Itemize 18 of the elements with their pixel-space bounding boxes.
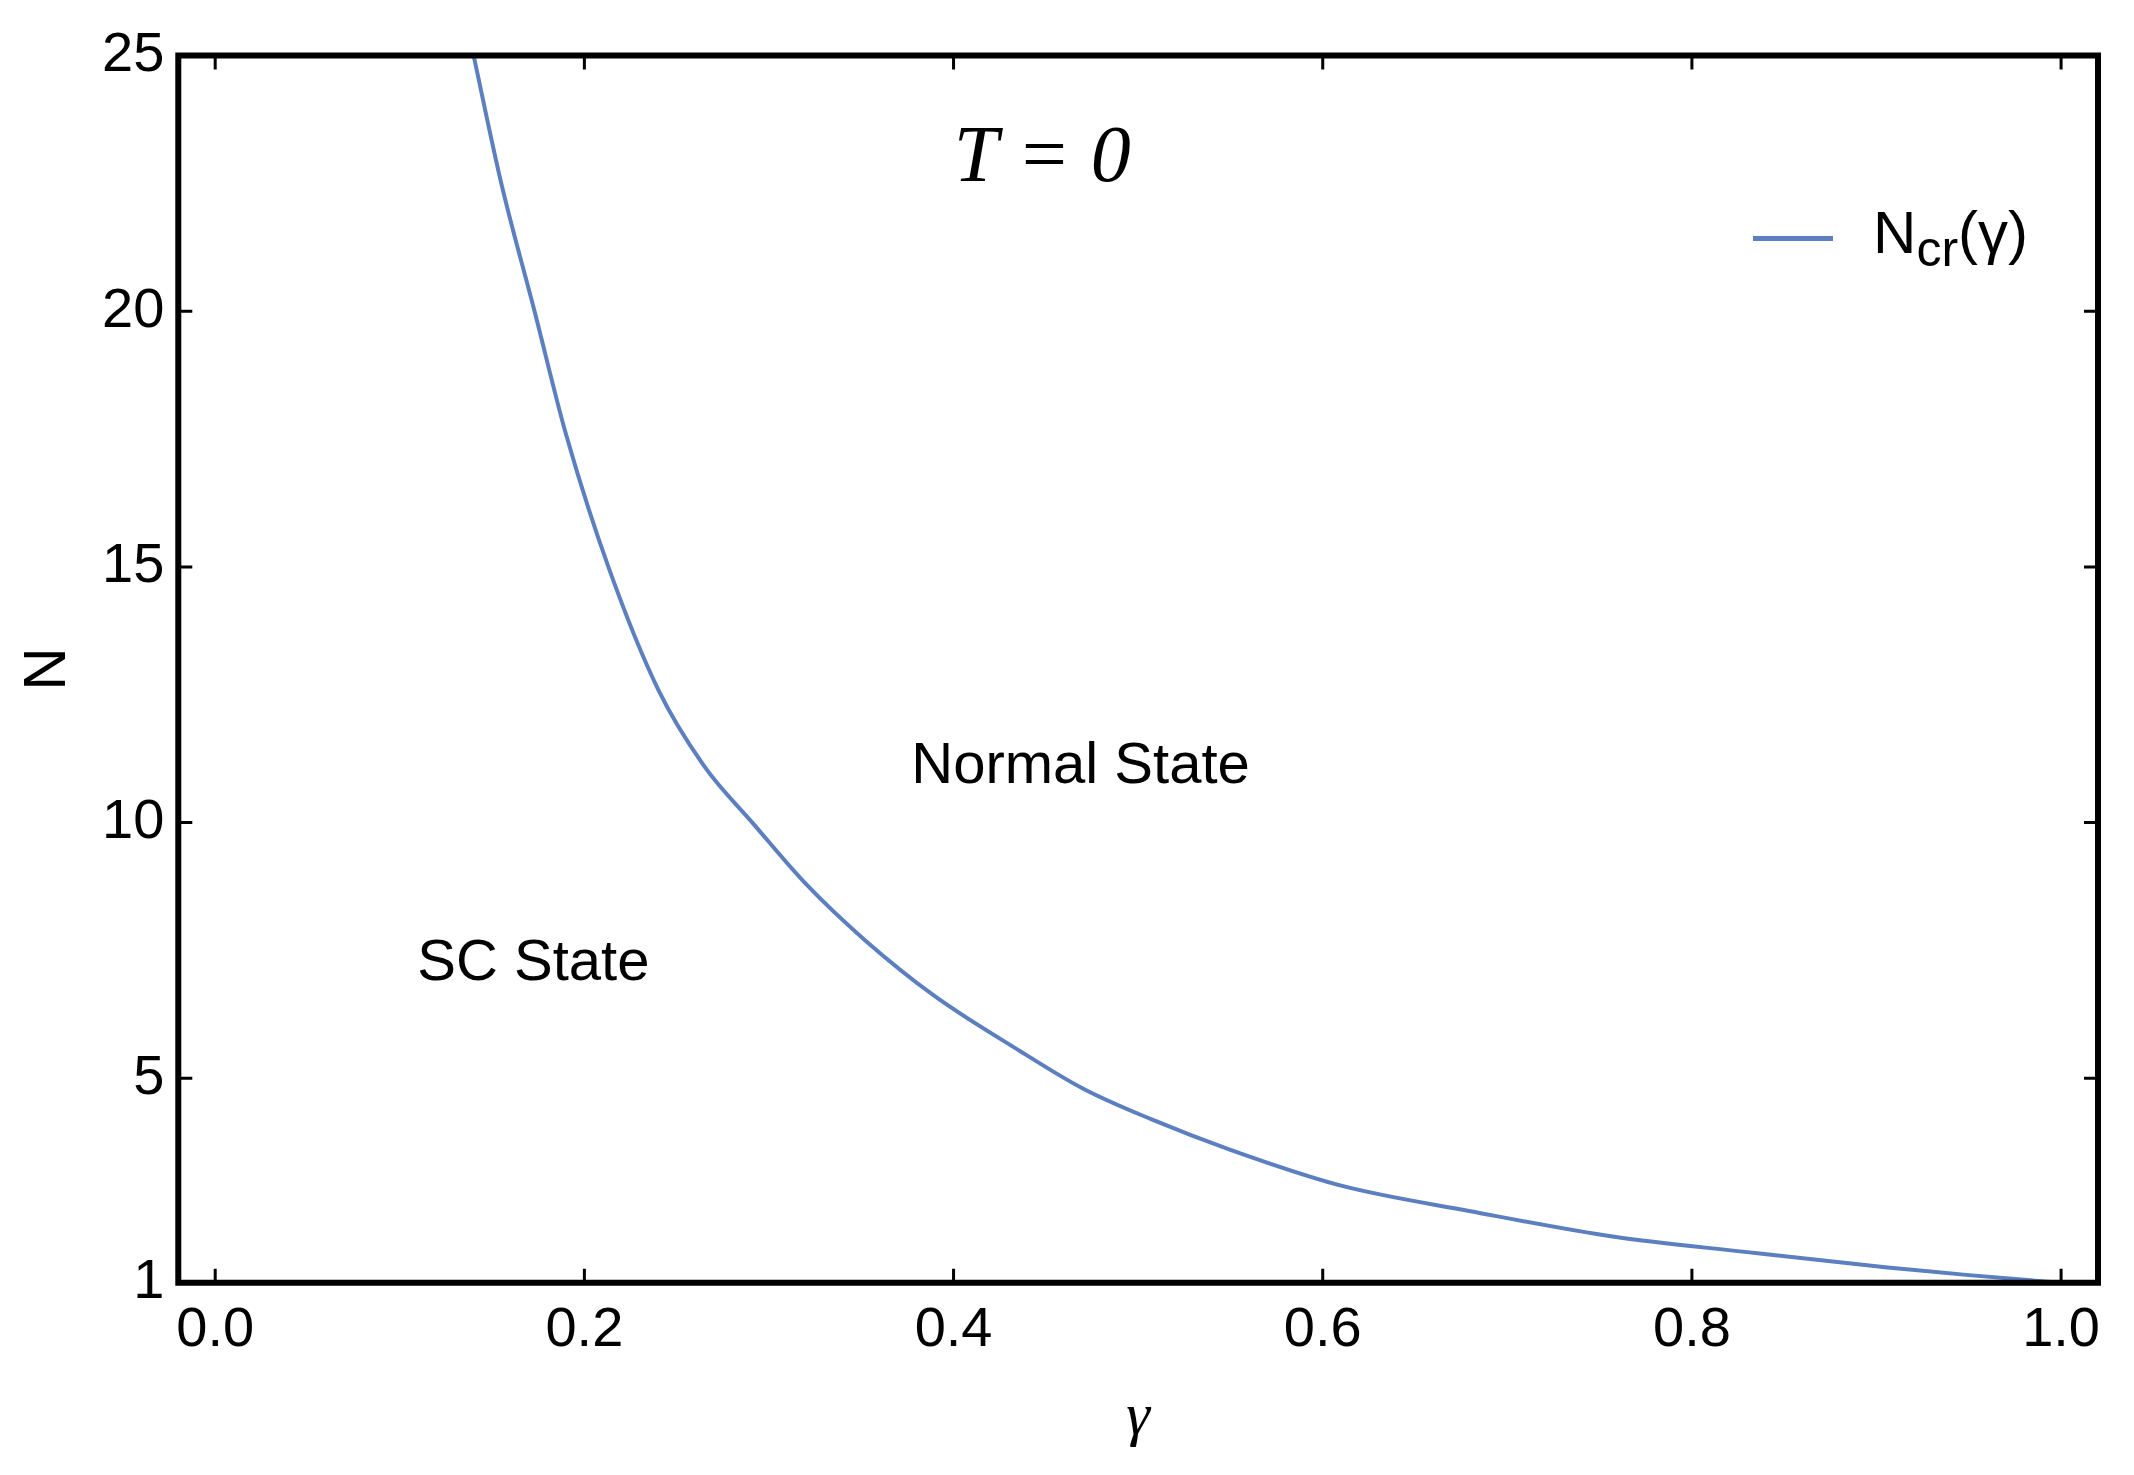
y-tick-label: 25 — [101, 20, 165, 84]
annotation: SC State — [417, 926, 650, 992]
y-tick-label: 5 — [133, 1042, 165, 1106]
x-tick-label: 0.8 — [1652, 1294, 1731, 1358]
y-axis-title: N — [10, 647, 78, 691]
x-tick-label: 0.2 — [545, 1294, 624, 1358]
x-tick-label: 0.4 — [914, 1294, 993, 1358]
x-tick-label: 0.0 — [176, 1294, 255, 1358]
x-tick-label: 1.0 — [2022, 1294, 2101, 1358]
y-tick-label: 10 — [101, 787, 165, 851]
annotation: T = 0 — [953, 109, 1131, 198]
y-tick-label: 15 — [101, 531, 165, 595]
x-axis-title: γ — [1126, 1380, 1152, 1447]
annotation: Normal State — [911, 730, 1250, 796]
legend-label: N$_{cr}$(γ) — [1873, 198, 2028, 278]
x-tick-label: 0.6 — [1283, 1294, 1362, 1358]
y-tick-label: 1 — [133, 1247, 165, 1311]
y-tick-label: 20 — [101, 275, 165, 339]
